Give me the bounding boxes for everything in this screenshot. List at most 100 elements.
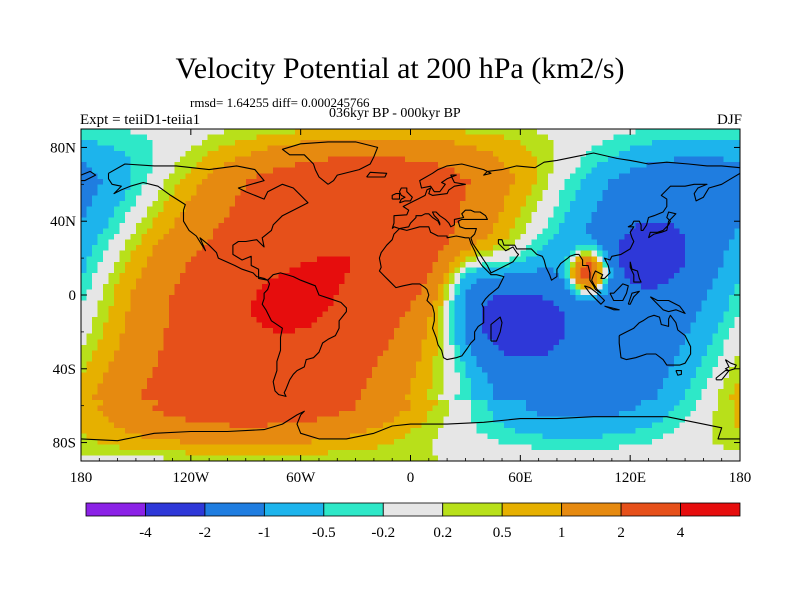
field-cell — [185, 289, 192, 296]
field-cell — [426, 234, 434, 241]
field-cell — [613, 283, 620, 291]
field-cell — [284, 156, 291, 163]
field-cell — [157, 300, 164, 307]
field-cell — [339, 344, 346, 351]
field-cell — [657, 272, 664, 279]
field-cell — [459, 250, 467, 257]
field-cell — [273, 156, 280, 163]
field-cell — [459, 256, 467, 263]
field-cell — [91, 228, 99, 235]
field-cell — [113, 173, 121, 180]
field-cell — [525, 295, 532, 302]
field-cell — [597, 189, 604, 196]
field-cell — [707, 234, 714, 241]
field-cell — [333, 162, 340, 169]
field-cell — [503, 317, 510, 324]
field-cell — [547, 283, 554, 291]
field-cell — [295, 300, 302, 307]
field-cell — [465, 151, 472, 158]
field-cell — [361, 145, 368, 152]
field-cell — [355, 272, 362, 279]
field-cell — [630, 145, 637, 152]
field-cell — [432, 145, 439, 152]
field-cell — [701, 206, 708, 213]
field-cell — [685, 317, 692, 324]
field-cell — [520, 189, 527, 196]
field-cell — [196, 261, 203, 268]
field-cell — [289, 311, 296, 318]
field-cell — [663, 256, 670, 263]
field-cell — [278, 272, 285, 279]
field-cell — [130, 217, 137, 224]
field-cell — [723, 278, 730, 285]
field-cell — [240, 278, 247, 285]
field-cell — [564, 333, 571, 340]
field-cell — [333, 267, 340, 274]
field-cell — [481, 344, 488, 351]
field-cell — [443, 245, 450, 252]
field-cell — [432, 328, 439, 335]
field-cell — [602, 184, 609, 191]
field-cell — [201, 350, 208, 357]
field-cell — [240, 195, 247, 202]
field-cell — [388, 344, 395, 351]
field-cell — [108, 272, 115, 279]
field-cell — [185, 328, 192, 335]
field-cell — [569, 178, 576, 185]
field-cell — [575, 173, 582, 180]
field-cell — [146, 267, 153, 274]
field-cell — [146, 200, 153, 208]
field-cell — [663, 189, 670, 196]
field-cell — [229, 278, 236, 285]
field-cell — [251, 234, 258, 241]
field-cell — [190, 200, 197, 208]
field-cell — [685, 295, 692, 302]
field-cell — [152, 156, 159, 163]
field-cell — [229, 295, 236, 302]
field-cell — [124, 228, 132, 235]
field-cell — [668, 300, 675, 307]
field-cell — [712, 162, 719, 169]
field-cell — [130, 344, 137, 351]
field-cell — [207, 212, 214, 219]
field-cell — [130, 195, 137, 202]
field-cell — [174, 217, 181, 224]
field-cell — [498, 350, 505, 357]
field-cell — [311, 355, 318, 362]
field-cell — [130, 134, 137, 141]
field-cell — [646, 300, 653, 307]
field-cell — [432, 178, 439, 185]
field-cell — [168, 267, 175, 274]
field-cell — [278, 239, 285, 246]
field-cell — [718, 245, 725, 252]
field-cell — [712, 223, 719, 230]
field-cell — [179, 250, 186, 257]
field-cell — [130, 278, 137, 285]
field-cell — [630, 333, 637, 340]
field-cell — [476, 223, 483, 230]
field-cell — [602, 129, 609, 136]
field-cell — [503, 228, 510, 235]
field-cell — [630, 261, 637, 268]
field-cell — [218, 283, 225, 291]
field-cell — [344, 200, 351, 208]
field-cell — [492, 173, 499, 180]
field-cell — [163, 355, 170, 362]
field-cell — [712, 167, 719, 174]
field-cell — [201, 145, 208, 152]
field-cell — [619, 300, 626, 307]
field-cell — [459, 289, 467, 296]
field-cell — [674, 328, 681, 335]
field-cell — [663, 178, 670, 185]
field-cell — [262, 206, 269, 213]
field-cell — [284, 200, 291, 208]
field-cell — [619, 140, 626, 147]
field-cell — [377, 256, 384, 263]
field-cell — [229, 300, 236, 307]
field-cell — [630, 306, 637, 313]
field-cell — [558, 267, 565, 274]
field-cell — [476, 344, 483, 351]
field-cell — [454, 167, 461, 174]
field-cell — [355, 178, 362, 185]
field-cell — [394, 272, 401, 279]
